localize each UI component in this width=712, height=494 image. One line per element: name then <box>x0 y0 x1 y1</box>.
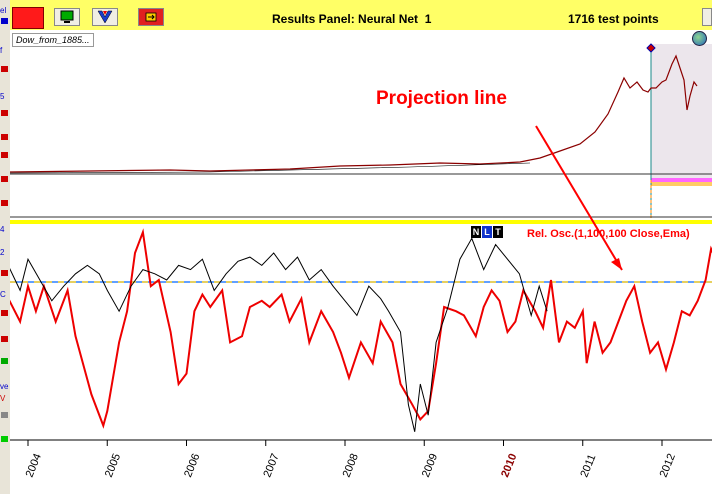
projection-arrow-shaft <box>535 125 623 271</box>
left-tool-mark[interactable] <box>1 66 8 72</box>
export-button[interactable] <box>138 8 164 26</box>
left-tool-mark[interactable] <box>1 152 8 158</box>
chart-area[interactable]: 2004 2005 2006 2007 2008 2009 2010 2011 2012 <box>10 30 712 494</box>
left-tool-item[interactable]: 2 <box>0 248 5 257</box>
v-logo-icon <box>97 10 113 24</box>
price-series-shadow <box>10 162 531 174</box>
left-tool-item[interactable]: el <box>0 6 7 15</box>
left-tool-mark[interactable] <box>1 270 8 276</box>
left-tool-mark[interactable] <box>1 176 8 182</box>
left-tool-mark[interactable] <box>1 110 8 116</box>
view-button[interactable] <box>92 8 118 26</box>
monitor-button[interactable] <box>54 8 80 26</box>
oscillator-black-line <box>10 237 548 432</box>
projection-marker-icon[interactable] <box>646 43 656 53</box>
monitor-icon <box>60 10 74 23</box>
color-swatch-button[interactable] <box>12 7 44 29</box>
export-icon <box>145 12 157 22</box>
oscillator-red-line <box>10 228 712 429</box>
left-tool-mark[interactable] <box>1 412 8 418</box>
left-tool-mark[interactable] <box>1 18 8 24</box>
projection-zone-top <box>651 44 712 178</box>
indicator-button-n[interactable]: N <box>471 226 481 238</box>
results-toolbar: Results Panel: Neural Net 1 1716 test po… <box>10 0 712 31</box>
left-tool-item[interactable]: ve <box>0 382 9 391</box>
projection-line-annotation: Projection line <box>376 88 507 109</box>
left-tool-item[interactable]: 4 <box>0 225 5 234</box>
left-tool-item[interactable]: V <box>0 394 6 403</box>
globe-icon[interactable] <box>692 31 707 46</box>
indicator-button-l[interactable]: L <box>482 226 492 238</box>
chart-background <box>10 30 712 494</box>
toolbar-end-button[interactable] <box>702 8 712 26</box>
results-panel-title: Results Panel: Neural Net 1 <box>272 12 432 26</box>
projection-band-pink <box>651 178 712 182</box>
left-tool-item[interactable]: C <box>0 290 6 299</box>
price-series-line <box>10 54 698 173</box>
left-tool-item[interactable]: f <box>0 46 3 55</box>
projection-band-orange <box>651 182 712 186</box>
series-name-label[interactable]: Dow_from_1885... <box>12 33 94 47</box>
left-tool-mark[interactable] <box>1 358 8 364</box>
test-points-count: 1716 test points <box>568 12 659 26</box>
indicator-button-t[interactable]: T <box>493 226 503 238</box>
left-tool-mark[interactable] <box>1 134 8 140</box>
left-tool-mark[interactable] <box>1 200 8 206</box>
left-tool-mark[interactable] <box>1 436 8 442</box>
panel-separator <box>10 220 712 224</box>
left-tool-item[interactable]: 5 <box>0 92 5 101</box>
left-tool-mark[interactable] <box>1 310 8 316</box>
left-tool-mark[interactable] <box>1 336 8 342</box>
projection-arrow-head <box>611 258 622 270</box>
indicator-label: Rel. Osc.(1,100,100 Close,Ema) <box>527 228 690 240</box>
